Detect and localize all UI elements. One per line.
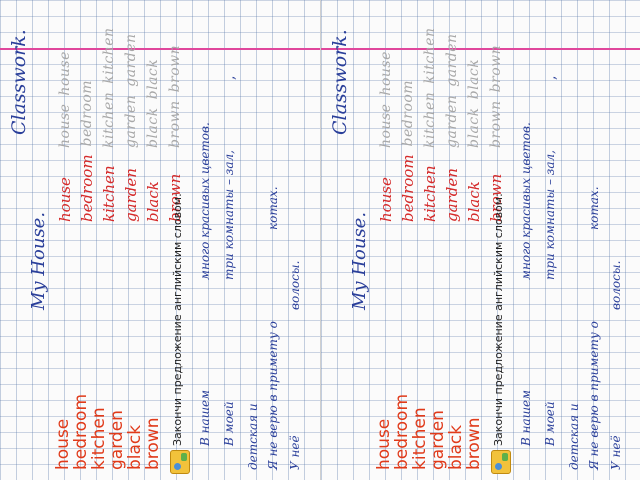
classwork-heading: Classwork. bbox=[329, 29, 351, 135]
printed-word-list: house bedroom kitchen garden black brown bbox=[374, 360, 484, 471]
vocabulary-rows: house househouse bedroom bedroom kitchen… bbox=[54, 2, 186, 223]
printed-word: bedroom bbox=[392, 393, 412, 470]
task-icon bbox=[170, 450, 190, 474]
rotated-content: Classwork. My House. house househouse be… bbox=[0, 0, 320, 480]
vocab-copies: bedroom bbox=[79, 79, 95, 147]
sentence-start: Я не верю в примету о bbox=[266, 321, 280, 470]
sentence-start: детская и bbox=[567, 403, 581, 470]
vocab-row-kitchen: kitchen kitchenkitchen bbox=[419, 2, 441, 223]
comma-mark: , bbox=[222, 75, 238, 80]
vocab-word: bedroom bbox=[399, 154, 417, 222]
classwork-heading: Classwork. bbox=[8, 29, 30, 135]
vocab-copies: kitchenkitchen bbox=[422, 27, 438, 149]
vocab-word: kitchen bbox=[421, 165, 439, 222]
sentence-start: детская и bbox=[246, 403, 260, 470]
vocab-row-bedroom: bedroom bedroom bbox=[397, 2, 419, 222]
printed-word: brown bbox=[464, 417, 484, 471]
notebook-page-left: Classwork. My House. house househouse be… bbox=[0, 0, 320, 480]
printed-word: kitchen bbox=[410, 407, 430, 470]
vocab-copies: gardengarden bbox=[444, 33, 460, 148]
printed-word: house bbox=[53, 418, 73, 470]
rotated-content: Classwork. My House. house househouse be… bbox=[321, 0, 640, 480]
sentence-end: три комнаты – зал, bbox=[222, 150, 236, 280]
printed-word: black bbox=[446, 424, 466, 470]
printed-word: garden bbox=[428, 410, 448, 470]
sentence-end: три комнаты – зал, bbox=[543, 150, 557, 280]
sentence-start: В моей bbox=[543, 401, 557, 446]
my-house-title: My House. bbox=[28, 211, 49, 310]
vocab-copies: blackblack bbox=[145, 58, 161, 148]
vocab-copies: kitchenkitchen bbox=[101, 27, 117, 149]
vocab-row-garden: garden gardengarden bbox=[120, 2, 142, 222]
vocab-row-black: black blackblack bbox=[463, 2, 485, 222]
vocab-row-black: black blackblack bbox=[142, 2, 164, 222]
sentence-start: Я не верю в примету о bbox=[587, 321, 601, 470]
vocab-word: garden bbox=[122, 168, 140, 222]
vocab-row-house: house househouse bbox=[54, 2, 76, 222]
sentence-start: У неё bbox=[609, 435, 623, 470]
vocab-word: kitchen bbox=[100, 165, 118, 222]
vocab-row-bedroom: bedroom bedroom bbox=[76, 2, 98, 222]
vocab-word: house bbox=[377, 177, 395, 222]
vocab-copies: househouse bbox=[57, 51, 73, 148]
vocab-word: bedroom bbox=[78, 154, 96, 222]
printed-word: kitchen bbox=[89, 407, 109, 470]
printed-word: brown bbox=[143, 417, 163, 471]
vocab-word: black bbox=[465, 181, 483, 222]
sentence-end: много красивых цветов. bbox=[519, 122, 533, 280]
sentence-start: В нашем bbox=[198, 389, 212, 446]
vocab-copies: blackblack bbox=[466, 58, 482, 148]
task-instruction: Закончи предложение английским словом: bbox=[492, 193, 505, 446]
vocab-row-brown: brown brownbrown bbox=[485, 2, 507, 222]
margin-line bbox=[321, 48, 640, 50]
printed-word: house bbox=[374, 418, 394, 470]
margin-line bbox=[0, 48, 320, 50]
sentence-end: волосы. bbox=[288, 260, 302, 310]
notebook-page-right: Classwork. My House. house househouse be… bbox=[320, 0, 640, 480]
task-icon bbox=[491, 450, 511, 474]
printed-word: black bbox=[125, 424, 145, 470]
vocab-row-brown: brown brownbrown bbox=[164, 2, 186, 222]
sentence-start: У неё bbox=[288, 435, 302, 470]
vocab-copies: gardengarden bbox=[123, 33, 139, 148]
sentence-end: много красивых цветов. bbox=[198, 122, 212, 280]
sentence-end: котах. bbox=[587, 186, 601, 230]
sentence-start: В моей bbox=[222, 401, 236, 446]
vocab-copies: househouse bbox=[378, 51, 394, 148]
vocab-word: black bbox=[144, 181, 162, 222]
sentence-end: котах. bbox=[266, 186, 280, 230]
sentence-end: волосы. bbox=[609, 260, 623, 310]
vocab-copies: brownbrown bbox=[167, 44, 183, 148]
comma-mark: , bbox=[543, 75, 559, 80]
vocab-word: house bbox=[56, 177, 74, 222]
vocab-copies: bedroom bbox=[400, 79, 416, 147]
vocabulary-rows: house househouse bedroom bedroom kitchen… bbox=[375, 2, 507, 223]
my-house-title: My House. bbox=[349, 211, 370, 310]
printed-word: garden bbox=[107, 410, 127, 470]
vocab-row-kitchen: kitchen kitchenkitchen bbox=[98, 2, 120, 223]
vocab-word: garden bbox=[443, 168, 461, 222]
vocab-copies: brownbrown bbox=[488, 44, 504, 148]
printed-word-list: house bedroom kitchen garden black brown bbox=[53, 360, 163, 471]
vocab-row-garden: garden gardengarden bbox=[441, 2, 463, 222]
task-instruction: Закончи предложение английским словом: bbox=[171, 193, 184, 446]
sentence-start: В нашем bbox=[519, 389, 533, 446]
printed-word: bedroom bbox=[71, 393, 91, 470]
vocab-row-house: house househouse bbox=[375, 2, 397, 222]
